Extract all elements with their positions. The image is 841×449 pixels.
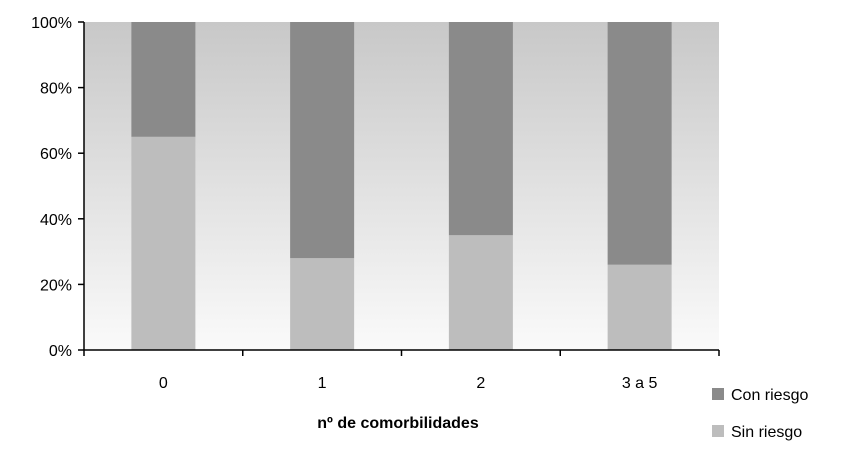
bar-con-riesgo-0 bbox=[131, 22, 196, 137]
legend: Con riesgo Sin riesgo bbox=[712, 387, 808, 441]
y-ticks: 0% 20% 40% 60% 80% 100% bbox=[31, 15, 84, 360]
legend-swatch-con-riesgo bbox=[712, 388, 724, 400]
x-tick-label: 2 bbox=[476, 375, 485, 392]
x-tick-label: 0 bbox=[159, 375, 168, 392]
legend-label-sin-riesgo: Sin riesgo bbox=[731, 424, 802, 441]
bars bbox=[131, 22, 672, 350]
legend-label-con-riesgo: Con riesgo bbox=[731, 387, 808, 404]
bar-con-riesgo-3 bbox=[607, 22, 672, 265]
x-ticks: 0 1 2 3 a 5 bbox=[83, 350, 720, 392]
x-tick-label: 1 bbox=[318, 375, 327, 392]
y-tick-label: 0% bbox=[49, 343, 72, 360]
y-tick-label: 40% bbox=[40, 212, 72, 229]
y-tick-label: 100% bbox=[31, 15, 72, 32]
bar-con-riesgo-1 bbox=[290, 22, 355, 259]
y-tick-label: 20% bbox=[40, 277, 72, 294]
x-tick-label: 3 a 5 bbox=[622, 375, 658, 392]
x-axis-label: nº de comorbilidades bbox=[317, 415, 479, 432]
bar-sin-riesgo-3 bbox=[607, 264, 672, 350]
legend-swatch-sin-riesgo bbox=[712, 425, 724, 437]
bar-sin-riesgo-2 bbox=[448, 235, 513, 350]
bar-con-riesgo-2 bbox=[448, 22, 513, 236]
bar-sin-riesgo-1 bbox=[290, 258, 355, 350]
y-tick-label: 60% bbox=[40, 146, 72, 163]
bar-sin-riesgo-0 bbox=[131, 136, 196, 350]
y-tick-label: 80% bbox=[40, 81, 72, 98]
